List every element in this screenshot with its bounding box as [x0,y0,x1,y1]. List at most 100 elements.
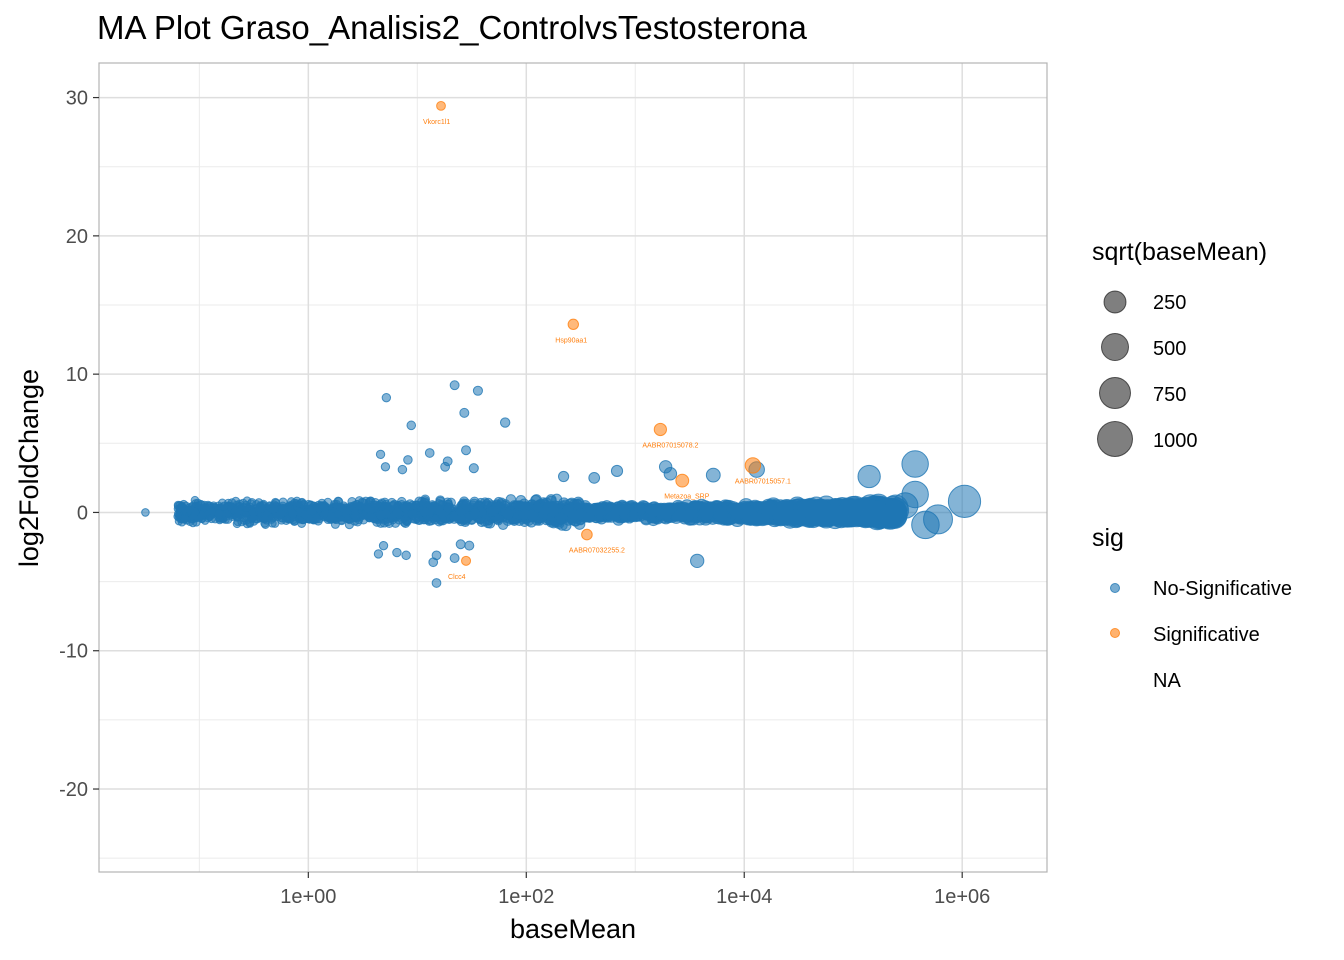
data-point [594,506,607,519]
data-point [392,508,403,518]
data-point [185,505,194,515]
data-point [674,507,689,522]
data-point [173,504,183,514]
plot-panel: Vkorc1l1 Hsp90aa1 AABR07015078.2 AABR070150… [98,62,1048,873]
y-axis-ticks: 30 20 10 0 -10 -20 [59,88,99,801]
color-legend-label-na: NA [1153,670,1181,692]
series-no-significative [141,380,982,588]
data-point [610,464,624,478]
data-point [455,539,466,550]
size-legend-title: sqrt(baseMean) [1092,238,1267,266]
data-point [449,553,460,564]
y-tick-label: 0 [77,502,88,524]
data-point [947,484,982,518]
data-point [410,514,421,524]
data-point [375,449,386,460]
data-point [891,492,919,519]
data-point [436,100,446,111]
data-point [219,501,229,511]
data-point [252,500,261,509]
size-legend-key-250 [1103,290,1127,314]
data-point [705,467,721,483]
y-tick-label: 20 [66,226,88,248]
color-legend-title: sig [1092,524,1124,552]
data-point [289,516,299,526]
data-point [744,457,762,474]
data-point [461,555,472,566]
data-point [911,510,940,540]
series-significative: Vkorc1l1 Hsp90aa1 AABR07015078.2 AABR070150… [423,100,791,581]
data-point [141,508,150,517]
color-legend-label-no-significative: No-Significative [1153,578,1292,600]
x-axis-label: baseMean [510,914,636,944]
data-point [420,507,430,517]
size-legend: sqrt(baseMean) 250 500 750 1000 [1092,238,1267,457]
data-point [177,517,187,527]
data-point [288,509,298,519]
data-point [488,506,499,517]
data-point [336,503,346,513]
data-point [384,518,394,529]
point-label: Clcc4 [448,574,466,581]
data-point [326,511,336,521]
data-point [567,509,580,521]
data-point [440,461,451,472]
x-tick-label: 1e+06 [934,886,990,908]
data-point [406,420,417,431]
data-point [227,498,237,508]
data-point [401,550,411,561]
data-point [403,455,413,465]
data-point [259,514,269,524]
color-legend-key-no-significative [1110,583,1120,593]
data-point [424,448,435,458]
data-point [675,473,690,488]
data-point [449,380,460,391]
panel-background [99,63,1047,872]
data-point [430,514,440,525]
data-point [428,557,439,568]
data-point [214,509,224,519]
data-point [531,494,542,505]
data-point [464,540,475,551]
data-point [269,505,279,515]
data-point [539,505,551,517]
data-point [318,501,328,511]
size-legend-label-500: 500 [1153,338,1186,360]
point-label: AABR07015078.2 [642,442,698,449]
color-legend-label-significative: Significative [1153,624,1260,646]
data-point [901,450,929,478]
data-point [456,506,467,517]
data-point [502,508,514,520]
data-point [499,417,511,428]
data-point [557,470,570,483]
size-legend-label-750: 750 [1153,384,1186,406]
chart-title: MA Plot Graso_Analisis2_ControlvsTestost… [97,9,807,46]
data-point [482,518,494,529]
data-point [617,504,631,518]
y-axis-label: log2FoldChange [14,369,44,567]
point-label: Hsp90aa1 [555,337,587,344]
data-point [526,509,538,521]
point-label: AABR07015057.1 [735,478,791,485]
data-point [857,464,881,489]
data-point [350,511,360,521]
data-point [661,502,675,516]
data-point [860,502,885,526]
data-point [842,495,865,518]
data-point [373,549,384,559]
data-point [581,528,593,541]
data-point [653,422,667,437]
data-point [573,498,585,510]
data-point [242,502,252,512]
x-tick-label: 1e+04 [716,886,772,908]
point-label: AABR07032255.2 [569,548,625,555]
x-tick-label: 1e+02 [498,886,554,908]
data-point [397,464,408,475]
size-legend-key-750 [1099,377,1131,409]
data-point [370,500,380,510]
y-tick-label: 30 [66,88,88,110]
data-point [232,513,242,522]
data-point [435,495,446,506]
data-point [645,503,659,517]
